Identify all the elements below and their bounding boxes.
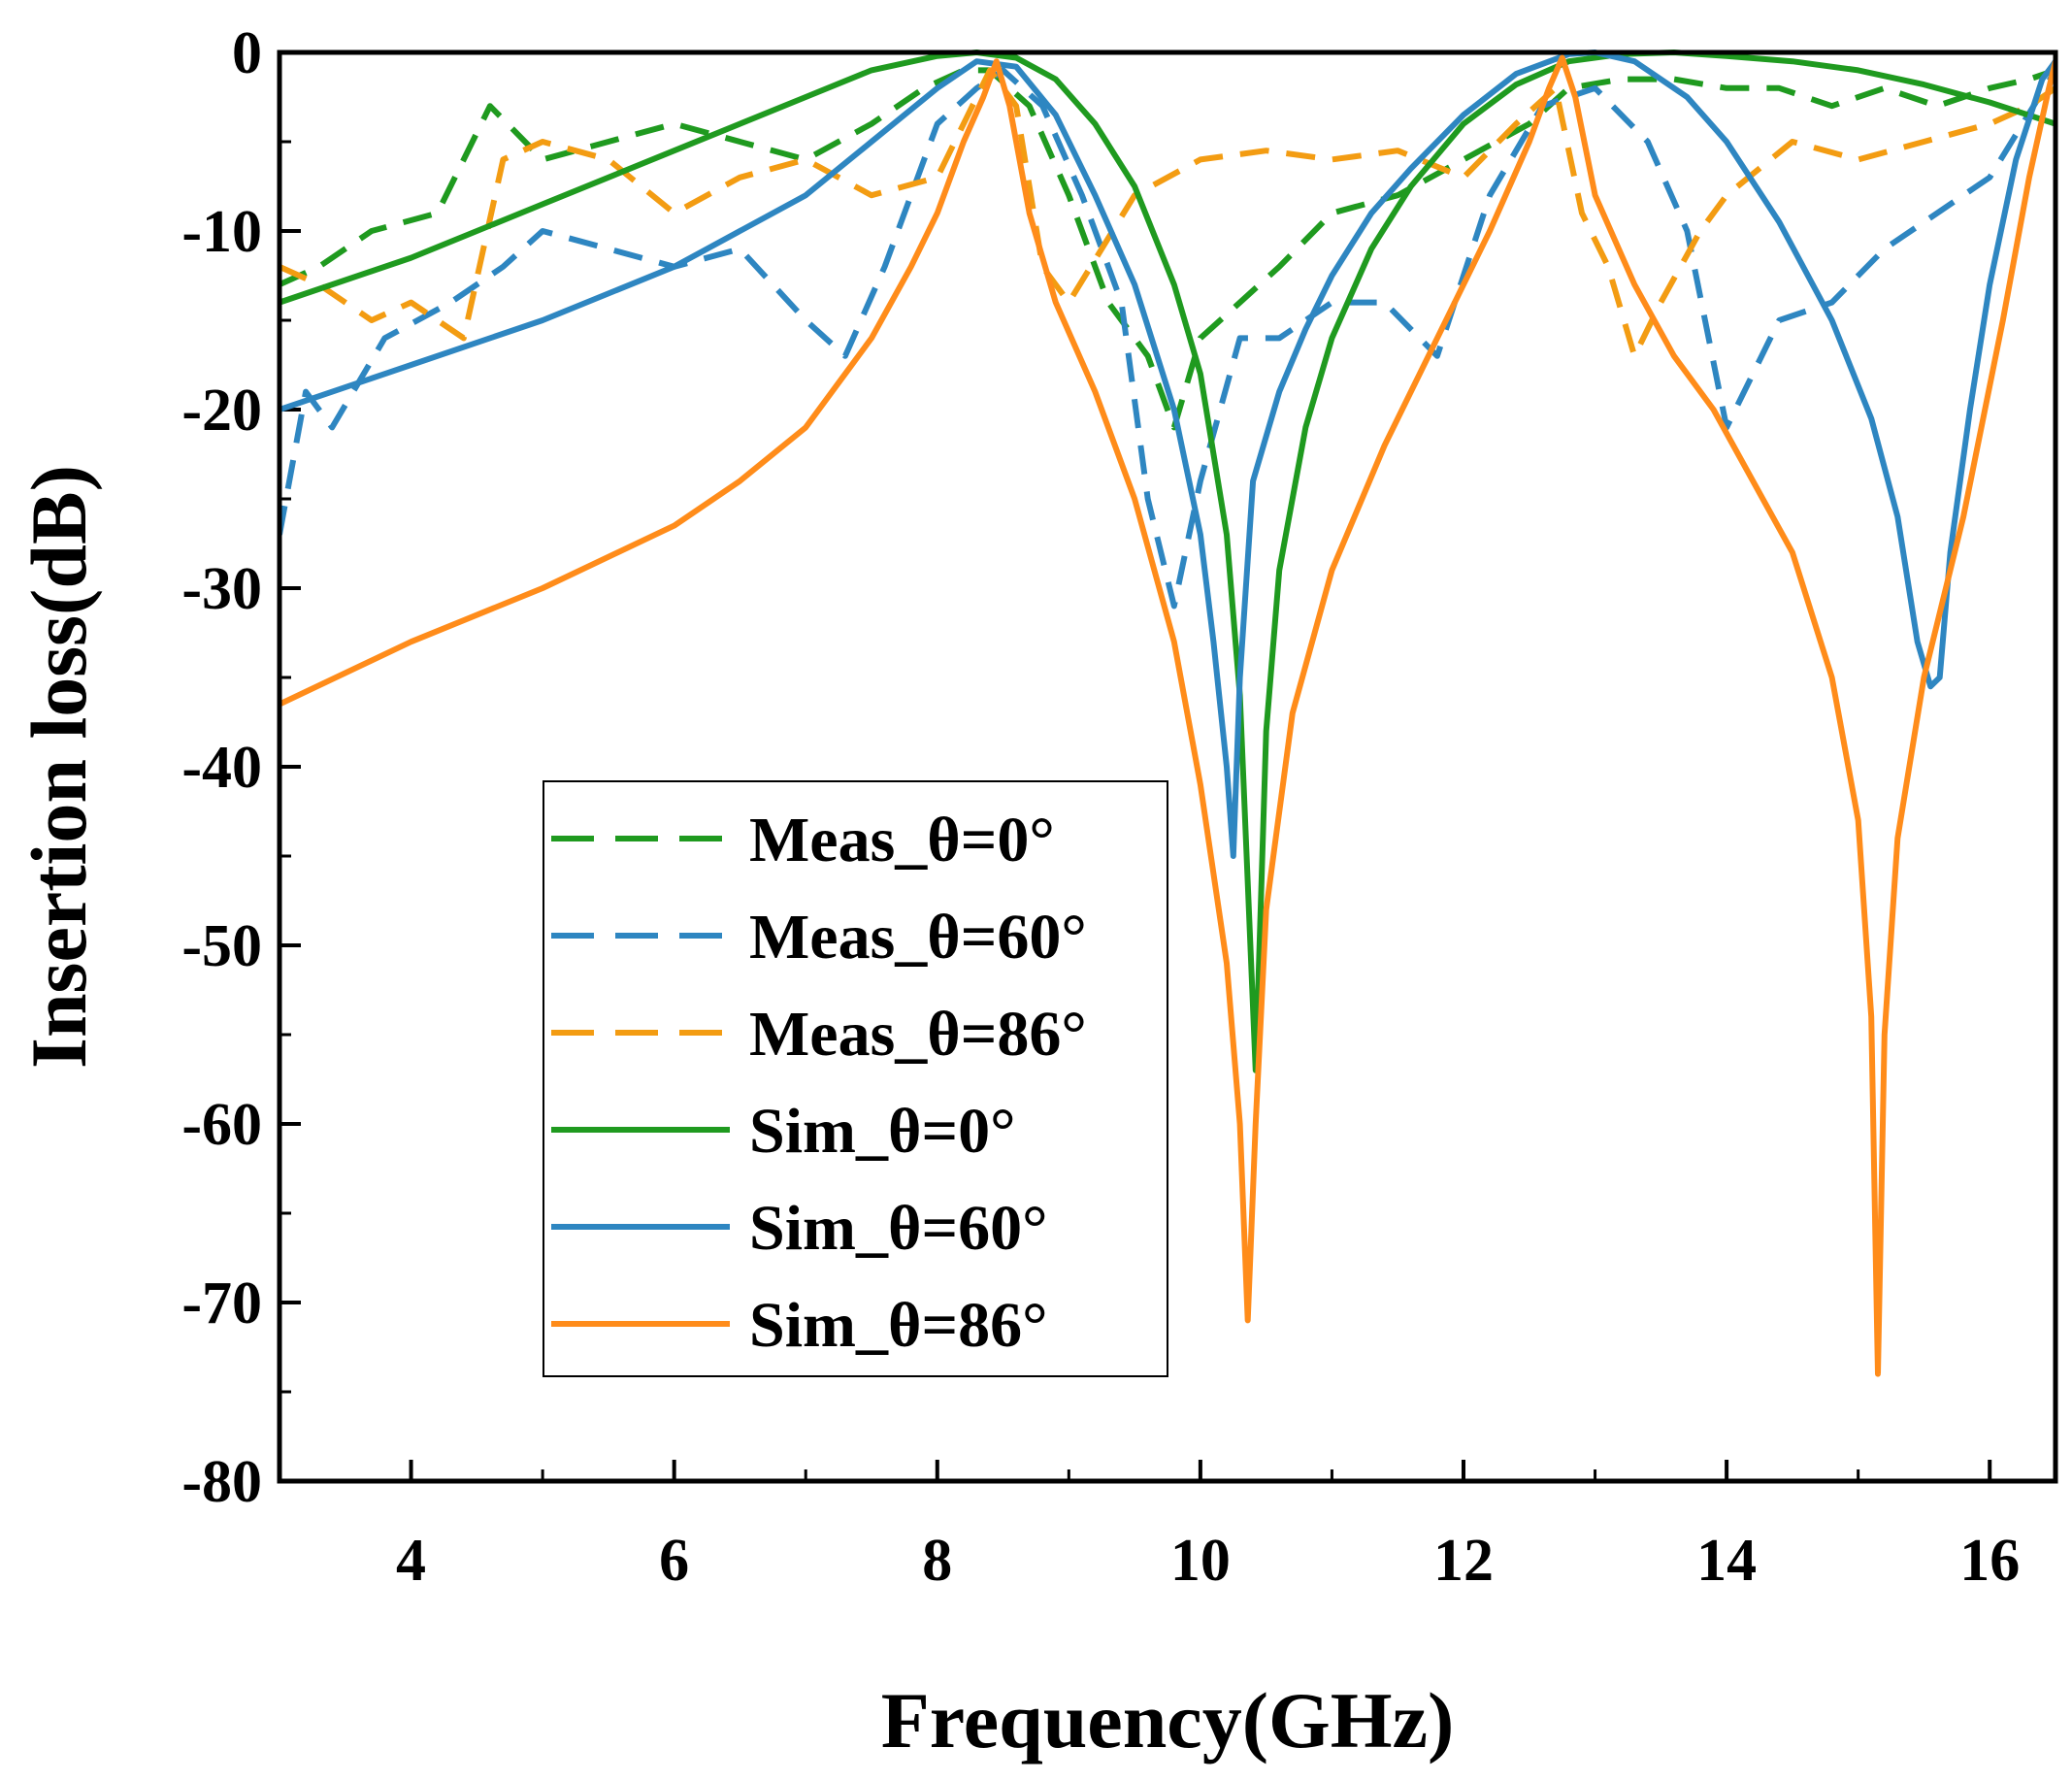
y-tick-label: -40 [181, 735, 262, 801]
legend-label: Meas_θ=86° [749, 999, 1087, 1070]
legend-label: Sim_θ=0° [749, 1096, 1015, 1167]
y-tick-label: -70 [181, 1270, 262, 1336]
y-axis-title: Insertion loss(dB) [15, 465, 103, 1069]
legend-label: Meas_θ=0° [749, 805, 1055, 875]
legend-label: Sim_θ=60° [749, 1193, 1047, 1264]
legend-label: Sim_θ=86° [749, 1290, 1047, 1361]
legend-box [543, 780, 1168, 1377]
series-line-sim-theta-86deg [280, 54, 2056, 1377]
x-tick-label: 14 [1696, 1528, 1757, 1594]
x-axis-title: Frequency(GHz) [881, 1676, 1455, 1765]
y-tick-label: -10 [181, 199, 262, 265]
x-tick-label: 10 [1170, 1528, 1231, 1594]
y-tick-label: -80 [181, 1449, 262, 1515]
y-tick-label: -20 [181, 378, 262, 444]
series-line-meas-theta-60deg [280, 67, 2056, 610]
x-tick-label: 8 [922, 1528, 952, 1594]
series-line-sim-theta-60deg [280, 49, 2056, 859]
series-line-meas-theta-0deg [280, 67, 2056, 431]
y-tick-label: -60 [181, 1092, 262, 1158]
x-tick-label: 16 [1959, 1528, 2020, 1594]
y-tick-label: -50 [181, 913, 262, 979]
x-tick-label: 4 [396, 1528, 426, 1594]
x-tick-label: 12 [1433, 1528, 1494, 1594]
legend-label: Meas_θ=60° [749, 902, 1087, 973]
plot-frame [277, 49, 2058, 1484]
legend: Meas_θ=0° Meas_θ=60° Meas_θ=86° Sim_θ=0° Sim… [543, 780, 1168, 1377]
y-tick-label: 0 [232, 20, 262, 86]
tick-labels: 4 6 8 10 12 14 16 0 -10 -20 -30 -40 -50 -60 -70 -80 [181, 20, 2020, 1594]
series-line-meas-theta-86deg [280, 67, 2056, 359]
x-tick-label: 6 [659, 1528, 689, 1594]
y-tick-label: -30 [181, 556, 262, 622]
